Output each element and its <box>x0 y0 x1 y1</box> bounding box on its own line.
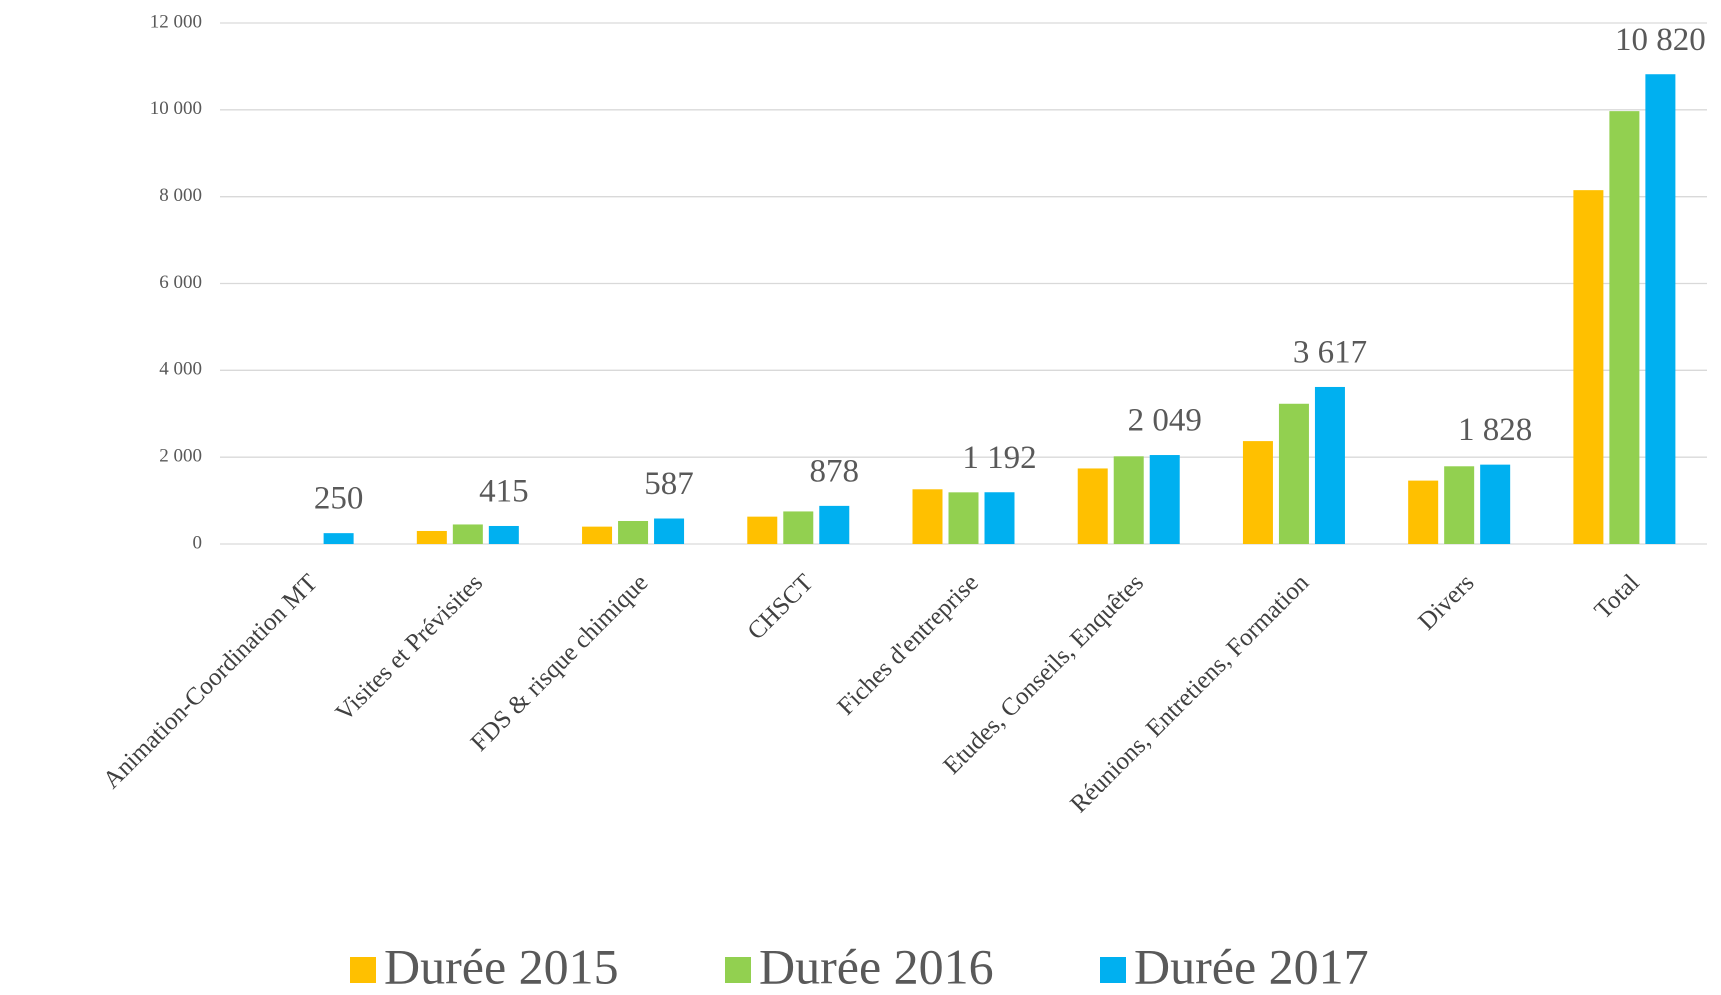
y-tick-label: 4 000 <box>159 359 202 380</box>
value-label: 2 049 <box>1128 403 1202 439</box>
bar <box>654 518 685 544</box>
bar <box>747 516 778 544</box>
value-label: 587 <box>644 466 694 502</box>
bar <box>1645 74 1676 545</box>
x-tick-label: Total <box>1590 569 1645 624</box>
value-label: 878 <box>810 453 860 489</box>
bar <box>912 489 943 544</box>
bar <box>416 530 447 544</box>
x-tick-label: Visites et Prévisites <box>331 569 488 726</box>
legend-swatch <box>1100 957 1126 983</box>
value-label: 10 820 <box>1615 22 1706 58</box>
y-tick-label: 12 000 <box>150 11 202 32</box>
bar <box>1278 403 1309 544</box>
x-tick-label: FDS & risque chimique <box>466 569 654 757</box>
value-label: 3 617 <box>1293 335 1367 371</box>
y-tick-label: 6 000 <box>159 272 202 293</box>
legend-swatch <box>725 957 751 983</box>
y-tick-label: 0 <box>193 532 203 553</box>
bar <box>323 533 354 544</box>
x-tick-label: Divers <box>1413 569 1479 635</box>
bar <box>488 525 519 544</box>
bar <box>1113 456 1144 544</box>
x-tick-label: CHSCT <box>742 569 818 645</box>
legend-label: Durée 2015 <box>384 938 619 994</box>
bar <box>948 492 979 544</box>
bar <box>1408 480 1439 544</box>
y-tick-label: 2 000 <box>159 446 202 467</box>
x-tick-label: Animation-Coordination MT <box>98 569 323 794</box>
value-label: 1 192 <box>962 440 1036 476</box>
bar <box>1149 455 1180 544</box>
bar <box>1314 386 1345 544</box>
bar <box>618 520 649 544</box>
bar <box>1609 111 1640 544</box>
value-label: 1 828 <box>1458 412 1532 448</box>
bar <box>452 524 483 544</box>
bar <box>1242 441 1273 544</box>
bar <box>1573 190 1604 544</box>
bar <box>783 511 814 544</box>
bar <box>1480 464 1511 544</box>
value-label: 415 <box>479 474 529 510</box>
bar <box>582 526 613 544</box>
value-label: 250 <box>314 481 364 517</box>
legend-label: Durée 2017 <box>1134 938 1369 994</box>
legend-swatch <box>350 957 376 983</box>
legend-label: Durée 2016 <box>759 938 994 994</box>
y-tick-label: 10 000 <box>150 98 202 119</box>
bar <box>984 492 1015 544</box>
x-tick-label: Fiches d'entreprise <box>832 569 983 720</box>
bar <box>1444 466 1475 544</box>
y-tick-label: 8 000 <box>159 185 202 206</box>
bar <box>1077 468 1108 544</box>
bar <box>819 505 850 544</box>
